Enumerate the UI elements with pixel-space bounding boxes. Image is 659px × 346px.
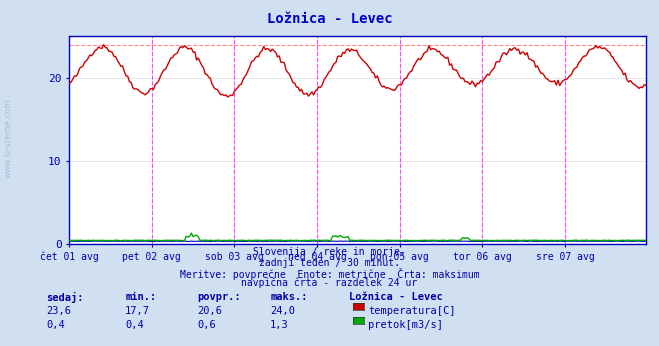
- Text: povpr.:: povpr.:: [198, 292, 241, 302]
- Text: pretok[m3/s]: pretok[m3/s]: [368, 320, 444, 330]
- Text: min.:: min.:: [125, 292, 156, 302]
- Text: maks.:: maks.:: [270, 292, 308, 302]
- Text: 24,0: 24,0: [270, 306, 295, 316]
- Text: 23,6: 23,6: [46, 306, 71, 316]
- Text: 0,4: 0,4: [125, 320, 144, 330]
- Text: temperatura[C]: temperatura[C]: [368, 306, 456, 316]
- Text: 1,3: 1,3: [270, 320, 289, 330]
- Text: 17,7: 17,7: [125, 306, 150, 316]
- Text: 0,4: 0,4: [46, 320, 65, 330]
- Text: www.si-vreme.com: www.si-vreme.com: [3, 99, 13, 178]
- Text: Meritve: povprečne  Enote: metrične  Črta: maksimum: Meritve: povprečne Enote: metrične Črta:…: [180, 268, 479, 280]
- Text: Slovenija / reke in morje.: Slovenija / reke in morje.: [253, 247, 406, 257]
- Text: Ložnica - Levec: Ložnica - Levec: [349, 292, 443, 302]
- Text: zadnji teden / 30 minut.: zadnji teden / 30 minut.: [259, 258, 400, 268]
- Text: sedaj:: sedaj:: [46, 292, 84, 303]
- Text: navpična črta - razdelek 24 ur: navpična črta - razdelek 24 ur: [241, 277, 418, 288]
- Text: Ložnica - Levec: Ložnica - Levec: [267, 12, 392, 26]
- Text: 20,6: 20,6: [198, 306, 223, 316]
- Text: 0,6: 0,6: [198, 320, 216, 330]
